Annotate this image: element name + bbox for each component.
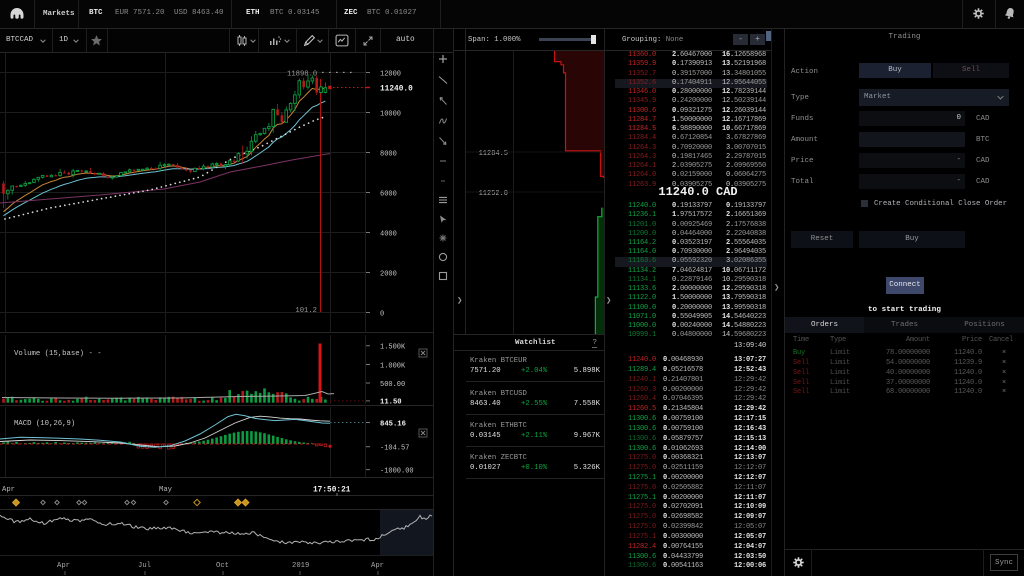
svg-text:101.2: 101.2: [295, 307, 317, 315]
svg-text:845.16: 845.16: [380, 420, 406, 428]
svg-text:May: May: [159, 486, 173, 494]
svg-text:11240.0: 11240.0: [380, 86, 413, 94]
svg-text:1.000K: 1.000K: [380, 363, 406, 371]
svg-text:12000: 12000: [380, 71, 401, 79]
svg-text:11.50: 11.50: [380, 399, 402, 407]
svg-text:2000: 2000: [380, 271, 397, 279]
svg-text:2019: 2019: [292, 562, 309, 570]
svg-text:500.00: 500.00: [380, 381, 405, 389]
svg-text:-1000.00: -1000.00: [380, 468, 414, 476]
svg-text:Oct: Oct: [216, 562, 229, 570]
svg-text:11898.0: 11898.0: [287, 71, 317, 79]
svg-text:11252.0: 11252.0: [479, 190, 508, 198]
svg-text:6000: 6000: [380, 191, 397, 199]
svg-text:10000: 10000: [380, 111, 401, 119]
svg-text:17:50:21: 17:50:21: [313, 487, 351, 495]
svg-text:Jul: Jul: [138, 562, 151, 570]
svg-text:0: 0: [380, 311, 384, 319]
svg-text:Apr: Apr: [371, 562, 384, 570]
svg-text:11284.5: 11284.5: [479, 150, 508, 158]
svg-text:-104.57: -104.57: [380, 445, 409, 453]
svg-text:8000: 8000: [380, 151, 397, 159]
svg-text:1.500K: 1.500K: [380, 344, 406, 352]
svg-text:Apr: Apr: [2, 486, 15, 494]
svg-text:Volume (15,base) - -: Volume (15,base) - -: [14, 350, 102, 358]
svg-text:4000: 4000: [380, 231, 397, 239]
svg-text:MACD (10,26,9): MACD (10,26,9): [14, 420, 75, 428]
svg-text:Apr: Apr: [57, 562, 70, 570]
